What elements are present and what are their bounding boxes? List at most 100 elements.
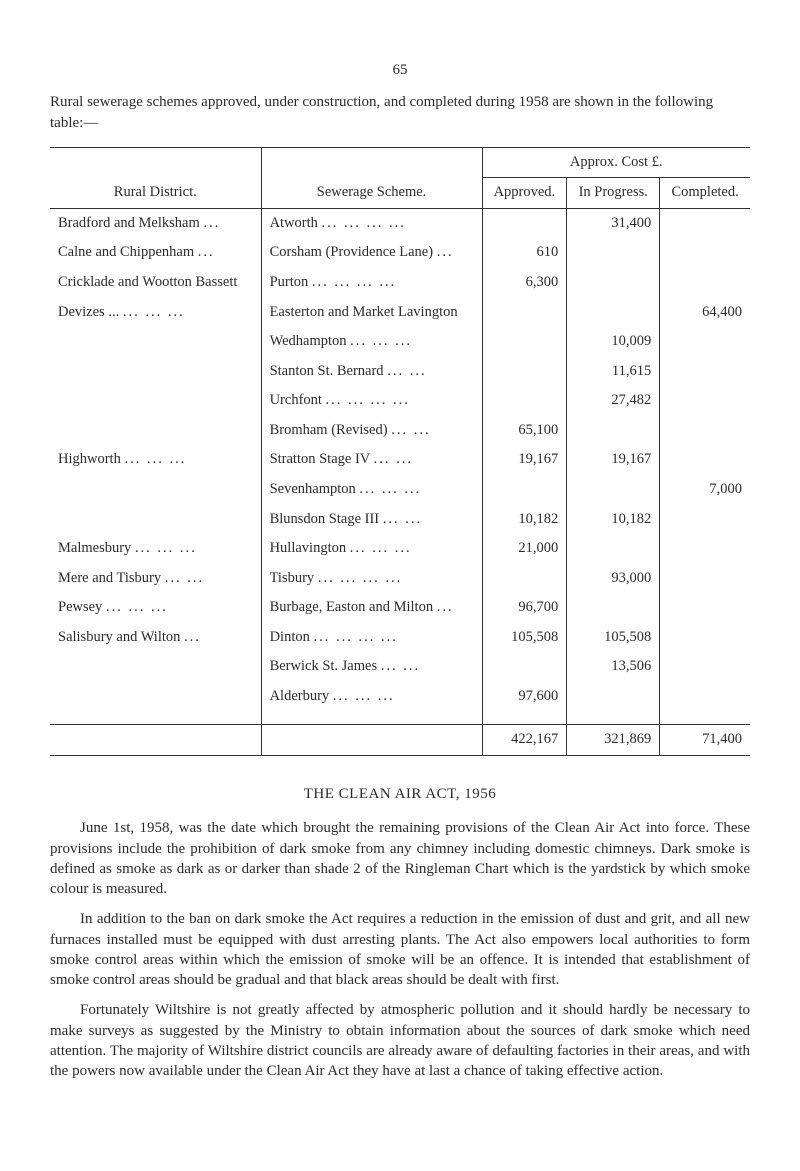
district-cell [50,327,261,357]
approx-cost-header: Approx. Cost £. [482,147,750,178]
approved-cell: 21,000 [482,534,567,564]
col-header-approved: Approved. [482,178,567,209]
in-progress-cell: 93,000 [567,564,660,594]
table-row: Berwick St. James ... ... 13,506 [50,652,750,682]
district-cell [50,416,261,446]
completed-cell [660,208,750,238]
district-cell [50,682,261,725]
section-heading: THE CLEAN AIR ACT, 1956 [50,784,750,804]
district-cell: Calne and Chippenham ... [50,238,261,268]
col-header-scheme: Sewerage Scheme. [261,178,482,209]
scheme-cell: Wedhampton ... ... ... [261,327,482,357]
district-cell [50,652,261,682]
completed-cell: 64,400 [660,298,750,328]
scheme-cell: Hullavington ... ... ... [261,534,482,564]
in-progress-cell: 10,009 [567,327,660,357]
total-in-progress: 321,869 [567,725,660,756]
scheme-cell: Stratton Stage IV ... ... [261,445,482,475]
completed-cell [660,564,750,594]
district-cell: Pewsey ... ... ... [50,593,261,623]
completed-cell [660,238,750,268]
scheme-cell: Corsham (Providence Lane) ... [261,238,482,268]
in-progress-cell [567,268,660,298]
table-row: Cricklade and Wootton BassettPurton ... … [50,268,750,298]
in-progress-cell: 31,400 [567,208,660,238]
table-row: Mere and Tisbury ... ...Tisbury ... ... … [50,564,750,594]
completed-cell [660,357,750,387]
in-progress-cell [567,238,660,268]
approved-cell: 105,508 [482,623,567,653]
body-paragraph: June 1st, 1958, was the date which broug… [50,818,750,899]
completed-cell [660,593,750,623]
col-header-completed: Completed. [660,178,750,209]
intro-paragraph: Rural sewerage schemes approved, under c… [50,92,750,133]
in-progress-cell [567,298,660,328]
approved-cell [482,208,567,238]
table-row: Malmesbury ... ... ...Hullavington ... .… [50,534,750,564]
approved-cell [482,475,567,505]
table-row: Alderbury ... ... ...97,600 [50,682,750,725]
table-row: Urchfont ... ... ... ... 27,482 [50,386,750,416]
body-paragraph: Fortunately Wiltshire is not greatly aff… [50,1000,750,1081]
scheme-cell: Atworth ... ... ... ... [261,208,482,238]
in-progress-cell: 105,508 [567,623,660,653]
in-progress-cell: 11,615 [567,357,660,387]
district-cell: Mere and Tisbury ... ... [50,564,261,594]
table-row: Wedhampton ... ... ... 10,009 [50,327,750,357]
scheme-cell: Alderbury ... ... ... [261,682,482,725]
table-row: Salisbury and Wilton ...Dinton ... ... .… [50,623,750,653]
in-progress-cell [567,475,660,505]
col-header-district: Rural District. [50,178,261,209]
table-row: Stanton St. Bernard ... ... 11,615 [50,357,750,387]
completed-cell [660,682,750,725]
approved-cell: 96,700 [482,593,567,623]
in-progress-cell: 10,182 [567,505,660,535]
table-row: Highworth ... ... ...Stratton Stage IV .… [50,445,750,475]
district-cell [50,357,261,387]
in-progress-cell: 13,506 [567,652,660,682]
approved-cell [482,564,567,594]
blank-cell [50,147,261,178]
approved-cell [482,357,567,387]
approved-cell: 610 [482,238,567,268]
scheme-cell: Burbage, Easton and Milton ... [261,593,482,623]
table-row: Bradford and Melksham ...Atworth ... ...… [50,208,750,238]
completed-cell [660,268,750,298]
blank-cell [261,725,482,756]
in-progress-cell: 19,167 [567,445,660,475]
district-cell: Salisbury and Wilton ... [50,623,261,653]
table-row: Sevenhampton ... ... ...7,000 [50,475,750,505]
approved-cell [482,327,567,357]
completed-cell [660,386,750,416]
approved-cell: 10,182 [482,505,567,535]
scheme-cell: Sevenhampton ... ... ... [261,475,482,505]
completed-cell [660,505,750,535]
approved-cell: 19,167 [482,445,567,475]
approved-cell: 97,600 [482,682,567,725]
approved-cell [482,652,567,682]
completed-cell [660,327,750,357]
completed-cell [660,623,750,653]
district-cell [50,386,261,416]
body-paragraph: In addition to the ban on dark smoke the… [50,909,750,990]
district-cell [50,475,261,505]
page-number: 65 [50,60,750,80]
table-row: Devizes ... ... ... ...Easterton and Mar… [50,298,750,328]
table-row: Calne and Chippenham ...Corsham (Provide… [50,238,750,268]
district-cell: Malmesbury ... ... ... [50,534,261,564]
in-progress-cell: 27,482 [567,386,660,416]
scheme-cell: Stanton St. Bernard ... ... [261,357,482,387]
approved-cell: 65,100 [482,416,567,446]
scheme-cell: Urchfont ... ... ... ... [261,386,482,416]
scheme-cell: Blunsdon Stage III ... ... [261,505,482,535]
district-cell: Devizes ... ... ... ... [50,298,261,328]
table-row: Blunsdon Stage III ... ...10,18210,182 [50,505,750,535]
sewerage-table: Approx. Cost £. Rural District. Sewerage… [50,147,750,756]
completed-cell [660,445,750,475]
scheme-cell: Berwick St. James ... ... [261,652,482,682]
scheme-cell: Dinton ... ... ... ... [261,623,482,653]
district-cell [50,505,261,535]
approved-cell [482,298,567,328]
in-progress-cell [567,416,660,446]
district-cell: Cricklade and Wootton Bassett [50,268,261,298]
